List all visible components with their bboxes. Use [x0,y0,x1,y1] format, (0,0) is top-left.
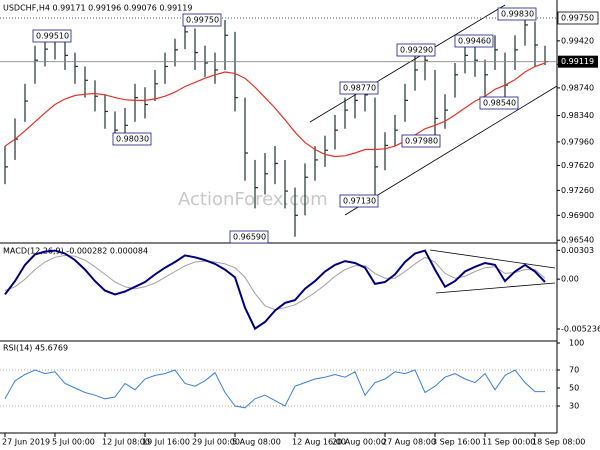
last-price-label: 0.99119 [561,57,594,66]
y-tick-label: 0.00303 [561,246,594,255]
x-tick-label: 27 Jun 2019 [2,438,50,447]
x-tick-label: 12 Aug 16:00 [292,438,346,447]
level-annotation-box [182,13,222,27]
y-tick-label: 0.97960 [561,137,594,146]
x-tick-label: 19 Jul 16:00 [142,438,190,447]
y-tick-label: 100 [569,339,584,348]
level-annotation: 0.99830 [501,10,534,19]
level-annotation-box [229,230,269,244]
x-tick-label: 5 Jul 00:00 [52,438,95,447]
level-annotation: 0.99460 [458,37,491,46]
y-tick-label: -0.005236 [561,324,600,333]
level-annotation-box [454,34,494,48]
level-annotation: 0.98030 [116,135,149,144]
rsi-title: RSI(14) 45.6769 [3,344,68,353]
y-tick-label: 0.98740 [561,83,594,92]
x-tick-label: 18 Sep 08:00 [532,438,585,447]
x-tick-label: 29 Jul 00:00 [192,438,240,447]
x-tick-label: 11 Sep 00:00 [482,438,535,447]
macd-line [4,249,546,331]
triangle-lower [435,282,556,294]
level-annotation: 0.98540 [483,99,516,108]
y-tick-label: 30 [569,402,579,411]
x-tick-label: 20 Aug 00:00 [332,438,386,447]
level-annotation-box [339,194,379,208]
level-annotation: 0.99510 [36,32,69,41]
level-annotation-box [112,132,152,146]
level-annotation-box [479,96,519,110]
macd-title: MACD(12,26,9) -0.000282 0.000084 [3,247,148,256]
level-annotation-box [32,29,72,43]
x-tick-label: 3 Sep 16:00 [432,438,480,447]
y-tick-label: 0.96900 [561,211,594,220]
watermark: ActionForex.com [178,189,328,210]
y-tick-label: 0.96540 [561,236,594,245]
level-annotation: 0.97130 [343,197,376,206]
rsi-line [4,369,545,409]
x-tick-label: 5 Aug 08:00 [232,438,281,447]
channel-lower [344,85,558,216]
triangle-upper [429,249,556,269]
y-tick-label: 0.97260 [561,186,594,195]
y-tick-label: 0.97620 [561,161,594,170]
x-tick-label: 27 Aug 08:00 [382,438,436,447]
channel-upper [309,4,506,123]
level-annotation: 0.98770 [343,84,376,93]
y-tick-label: 70 [569,366,579,375]
level-annotation: 0.96590 [233,233,266,242]
y-tick-label: 50 [569,384,579,393]
level-annotation-box [401,134,441,148]
level-annotation-box [396,43,436,57]
high-level-label: 0.99750 [561,14,594,23]
level-annotation: 0.99750 [186,16,219,25]
y-tick-label: 0.00 [561,275,579,284]
chart-title: USDCHF,H4 0.99171 0.99196 0.99076 0.9911… [3,4,192,13]
level-annotation: 0.99290 [400,46,433,55]
level-annotation: 0.97980 [405,137,438,146]
level-annotation-box [497,7,537,21]
y-tick-label: 0.98340 [561,111,594,120]
high-level-box [557,11,599,25]
moving-average [4,62,546,158]
level-annotation-box [339,81,379,95]
y-tick-label: 0.99420 [561,36,594,45]
x-tick-label: 12 Jul 08:00 [102,438,150,447]
last-price-box [558,55,598,68]
